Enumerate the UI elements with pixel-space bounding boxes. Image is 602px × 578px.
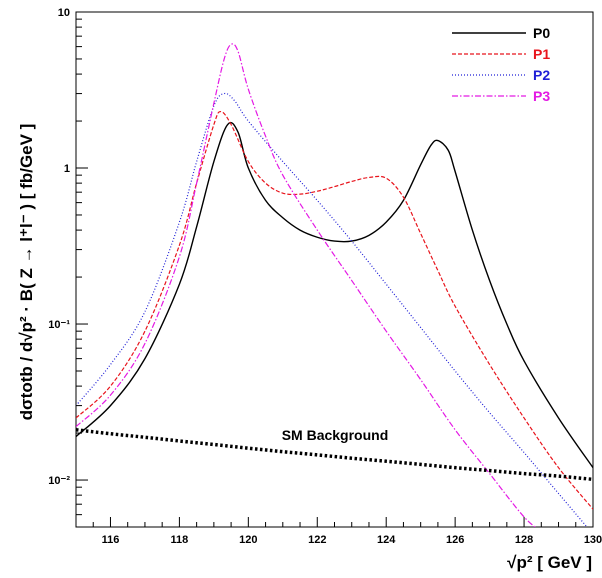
y-tick-label: 10 (58, 7, 70, 19)
series-p3 (76, 43, 536, 527)
legend-label-p1: P1 (533, 46, 550, 62)
series-p2 (76, 92, 588, 527)
y-tick-label: 1 (64, 163, 70, 175)
legend-label-p3: P3 (533, 88, 550, 104)
legend-label-p2: P2 (533, 67, 550, 83)
x-axis-title: √p² [ GeV ] (507, 553, 592, 572)
x-tick-label: 116 (102, 534, 120, 546)
series-p1 (76, 110, 593, 510)
sm-background-label: SM Background (282, 427, 389, 443)
series-sm-background (76, 428, 593, 482)
x-tick-label: 126 (446, 534, 464, 546)
x-tick-label: 122 (308, 534, 326, 546)
plot-frame (75, 11, 594, 528)
x-tick-label: 118 (171, 534, 189, 546)
legend: P0 P1 P2 P3 (452, 25, 550, 104)
axes-layer: 116 118 120 122 124 126 128 130 10 1 10⁻¹ 10⁻² (48, 7, 602, 546)
legend-label-p0: P0 (533, 25, 550, 41)
plot-area (75, 11, 594, 528)
y-tick-label: 10⁻² (48, 475, 70, 487)
x-tick-label: 128 (515, 534, 533, 546)
x-tick-label: 120 (239, 534, 257, 546)
y-tick-label: 10⁻¹ (48, 319, 70, 331)
series-p0 (76, 121, 593, 469)
series-layer (76, 43, 593, 527)
x-tick-label: 124 (377, 534, 396, 546)
y-axis-title: dσtotb / d√p² · B( Z → l⁺l⁻ ) [ fb/GeV ] (17, 124, 36, 421)
x-tick-label: 130 (584, 534, 602, 546)
